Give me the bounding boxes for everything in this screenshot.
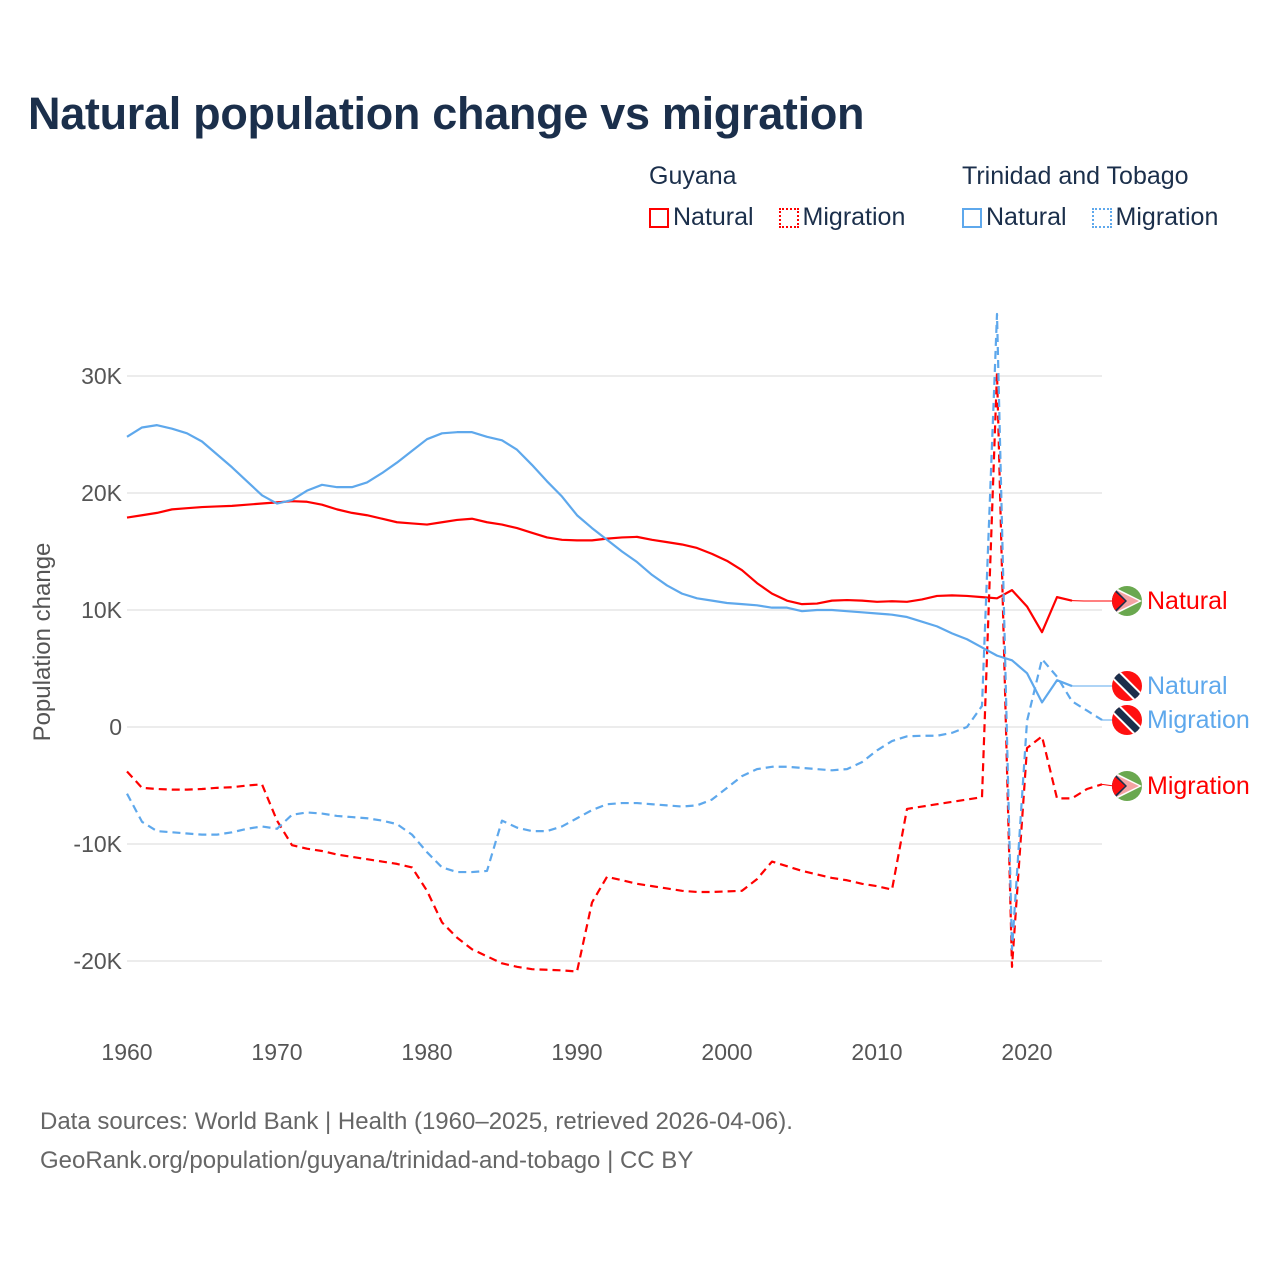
x-tick-label: 1990 [551, 1039, 602, 1065]
y-tick-label: -20K [73, 948, 122, 974]
legend-item-guyana-natural[interactable]: Natural [649, 203, 754, 232]
series-line-guyana-natural [126, 500, 1073, 634]
y-tick-label: 0 [109, 714, 122, 740]
guyana-flag-icon [1112, 771, 1142, 801]
legend-label: Migration [802, 203, 906, 231]
series-line-trinidad-and-tobago-migration [126, 312, 1103, 951]
series-end-label: Natural [1147, 672, 1228, 700]
legend-group-title: Trinidad and Tobago [962, 162, 1189, 190]
x-tick-label: 1980 [401, 1039, 452, 1065]
legend-group-guyana: Guyana Natural Migration [649, 162, 923, 235]
dotted-swatch-icon [1091, 207, 1112, 228]
x-tick-label: 2010 [851, 1039, 902, 1065]
footer-source: Data sources: World Bank | Health (1960–… [40, 1108, 793, 1135]
series-end-label: Migration [1147, 706, 1250, 734]
y-axis-title: Population change [29, 543, 56, 742]
y-tick-label: 10K [81, 597, 123, 623]
solid-swatch-icon [649, 207, 669, 228]
legend-group-title: Guyana [649, 162, 737, 190]
legend-item-guyana-migration[interactable]: Migration [778, 203, 906, 232]
solid-swatch-icon [962, 207, 982, 228]
guyana-flag-icon [1112, 586, 1142, 616]
series-end-label: Natural [1147, 587, 1228, 615]
trinidad-flag-icon [1112, 705, 1142, 735]
y-tick-label: -10K [73, 831, 122, 857]
legend-item-tt-natural[interactable]: Natural [962, 203, 1067, 232]
legend-label: Natural [673, 203, 754, 231]
legend-item-tt-migration[interactable]: Migration [1091, 203, 1219, 232]
x-tick-label: 1970 [251, 1039, 302, 1065]
trinidad-flag-icon [1112, 671, 1142, 701]
chart-title: Natural population change vs migration [28, 88, 865, 139]
legend-label: Migration [1115, 203, 1219, 231]
series-line-guyana-migration [126, 371, 1103, 973]
x-tick-label: 2000 [701, 1039, 752, 1065]
x-tick-label: 1960 [101, 1039, 152, 1065]
legend-group-trinidad: Trinidad and Tobago Natural Migration [962, 162, 1218, 235]
x-tick-label: 2020 [1001, 1039, 1052, 1065]
series-end-label: Migration [1147, 772, 1250, 800]
dotted-swatch-icon [778, 207, 799, 228]
footer-link[interactable]: GeoRank.org/population/guyana/trinidad-a… [40, 1147, 694, 1174]
series-line-trinidad-and-tobago-natural [126, 424, 1073, 704]
y-tick-label: 20K [81, 480, 123, 506]
y-tick-label: 30K [81, 363, 123, 389]
legend-label: Natural [986, 203, 1067, 231]
